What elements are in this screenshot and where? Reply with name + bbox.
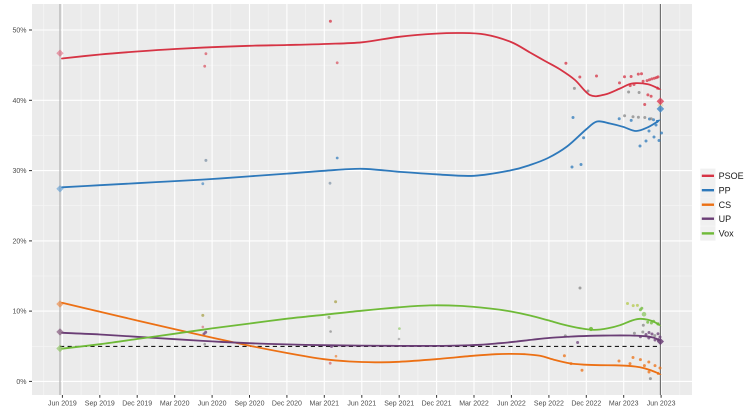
svg-text:30%: 30% — [12, 168, 26, 175]
svg-text:50%: 50% — [12, 28, 26, 35]
svg-text:Jun 2022: Jun 2022 — [497, 400, 526, 407]
svg-text:Mar 2021: Mar 2021 — [310, 400, 340, 407]
svg-text:Jun 2020: Jun 2020 — [198, 400, 227, 407]
svg-text:UP: UP — [719, 214, 732, 224]
svg-text:Vox: Vox — [719, 229, 735, 239]
svg-text:20%: 20% — [12, 238, 26, 245]
svg-text:Jun 2021: Jun 2021 — [347, 400, 376, 407]
svg-text:PP: PP — [719, 185, 731, 195]
svg-text:PSOE: PSOE — [719, 171, 744, 181]
svg-text:Sep 2019: Sep 2019 — [85, 400, 115, 407]
svg-text:0%: 0% — [16, 379, 26, 386]
svg-text:Mar 2020: Mar 2020 — [160, 400, 190, 407]
svg-text:CS: CS — [719, 200, 732, 210]
svg-text:Sep 2022: Sep 2022 — [534, 400, 564, 407]
svg-text:10%: 10% — [12, 309, 26, 316]
svg-text:Mar 2023: Mar 2023 — [609, 400, 639, 407]
svg-text:Jun 2023: Jun 2023 — [647, 400, 676, 407]
svg-text:Jun 2019: Jun 2019 — [48, 400, 77, 407]
svg-text:Dec 2020: Dec 2020 — [272, 400, 302, 407]
svg-text:Sep 2021: Sep 2021 — [384, 400, 414, 407]
svg-text:Dec 2021: Dec 2021 — [422, 400, 452, 407]
svg-text:40%: 40% — [12, 98, 26, 105]
svg-text:Mar 2022: Mar 2022 — [459, 400, 489, 407]
svg-text:Dec 2022: Dec 2022 — [571, 400, 601, 407]
svg-text:Sep 2020: Sep 2020 — [235, 400, 265, 407]
svg-text:Dec 2019: Dec 2019 — [122, 400, 152, 407]
